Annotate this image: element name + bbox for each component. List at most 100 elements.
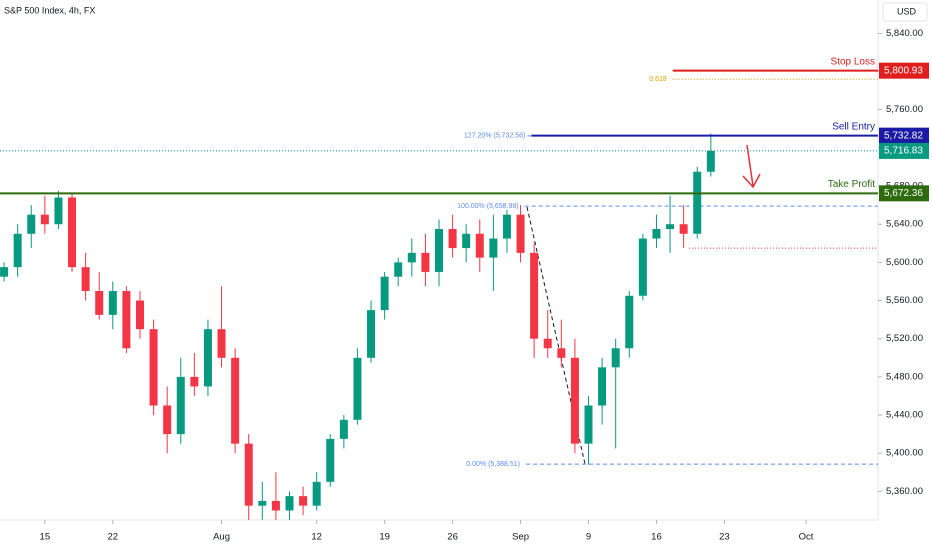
candle xyxy=(435,219,443,287)
chart-title: S&P 500 Index, 4h, FX xyxy=(4,5,95,15)
fib-label: 100.00% (5,658.99) xyxy=(457,203,519,210)
candle-body xyxy=(271,500,280,511)
candle xyxy=(312,472,321,511)
candle xyxy=(598,357,607,425)
candle xyxy=(122,286,131,354)
candle xyxy=(81,252,90,301)
candle-body xyxy=(421,252,430,272)
candle xyxy=(149,319,158,416)
level-price-box xyxy=(879,127,929,144)
candle-body xyxy=(244,443,253,506)
candle-body xyxy=(543,338,552,349)
candle xyxy=(638,233,647,301)
candle xyxy=(0,262,9,282)
candle xyxy=(190,353,199,396)
x-tick-label: Oct xyxy=(799,532,814,543)
candle-body xyxy=(462,233,471,249)
candle xyxy=(570,338,579,454)
candle-body xyxy=(611,348,620,368)
candle xyxy=(244,434,253,520)
candle-body xyxy=(258,500,267,506)
candle-body xyxy=(68,197,77,268)
x-tick-label: 23 xyxy=(719,532,730,543)
x-tick-label: 9 xyxy=(586,532,591,543)
candle xyxy=(95,271,104,320)
candle-body xyxy=(122,291,131,349)
candle xyxy=(543,310,552,358)
level-name: Sell Entry xyxy=(832,121,875,132)
candle-body xyxy=(149,329,158,406)
candle-body xyxy=(625,295,634,349)
level-price-label: 5,672.36 xyxy=(884,188,923,199)
candle xyxy=(679,205,688,249)
y-tick-label: 5,480.00 xyxy=(886,371,923,382)
candle xyxy=(462,224,471,263)
candle xyxy=(367,300,376,363)
candle xyxy=(285,491,294,520)
candle xyxy=(394,257,403,287)
sell-arrow xyxy=(742,144,761,189)
candle xyxy=(108,281,117,330)
candle-body xyxy=(380,276,389,311)
candle-body xyxy=(475,233,484,258)
candle-body xyxy=(706,150,715,172)
candle-body xyxy=(163,405,172,435)
y-tick-label: 5,560.00 xyxy=(886,295,923,306)
candle-body xyxy=(353,357,362,420)
candle-body xyxy=(231,357,240,444)
candle xyxy=(271,472,280,520)
candle-body xyxy=(394,262,403,277)
candle-body xyxy=(27,214,36,234)
level-price-label: 5,732.82 xyxy=(884,130,923,141)
candle-body xyxy=(516,214,525,253)
candle-body xyxy=(299,496,308,506)
candle-body xyxy=(203,329,212,387)
candle-body xyxy=(217,329,226,358)
arrow-head xyxy=(742,173,761,189)
candle-body xyxy=(13,233,22,268)
candle-body xyxy=(312,481,321,506)
y-tick-label: 5,600.00 xyxy=(886,257,923,268)
level-price-label: 5,800.93 xyxy=(884,65,923,76)
x-tick-label: 19 xyxy=(379,532,390,543)
candle xyxy=(203,319,212,396)
candle-body xyxy=(502,214,511,239)
candle xyxy=(258,481,267,520)
candle xyxy=(448,214,457,258)
last-price-box xyxy=(879,142,929,159)
candle xyxy=(299,486,308,516)
currency-box[interactable] xyxy=(882,2,928,22)
candle xyxy=(407,238,416,277)
fib-label: 0.00% (5,388.51) xyxy=(466,461,520,468)
candle-body xyxy=(584,405,593,444)
candle-body xyxy=(108,291,117,315)
candle xyxy=(584,395,593,465)
fib-label: 0.618 xyxy=(649,76,667,83)
candle-body xyxy=(638,238,647,296)
candle-body xyxy=(135,300,144,330)
currency[interactable]: USD xyxy=(897,6,917,16)
candle-body xyxy=(652,228,661,239)
candle-body xyxy=(435,228,443,272)
y-tick-label: 5,360.00 xyxy=(886,486,923,497)
candle-body xyxy=(95,291,104,315)
candle xyxy=(326,434,335,487)
candle-body xyxy=(81,267,90,292)
y-tick-label: 5,400.00 xyxy=(886,448,923,459)
arrow-shaft xyxy=(746,144,754,187)
y-tick-label: 5,840.00 xyxy=(886,28,923,39)
candle xyxy=(176,357,185,444)
level-price-box xyxy=(879,185,929,202)
y-tick-label: 5,760.00 xyxy=(886,104,923,115)
candle xyxy=(693,166,702,239)
candle xyxy=(706,133,715,177)
candle xyxy=(13,224,22,277)
candle-body xyxy=(666,224,675,229)
candle-body xyxy=(489,238,498,258)
candle-body xyxy=(176,376,185,435)
candle-body xyxy=(54,197,63,225)
x-tick-label: Sep xyxy=(512,532,529,543)
candle-body xyxy=(448,228,457,249)
candle xyxy=(217,286,226,368)
